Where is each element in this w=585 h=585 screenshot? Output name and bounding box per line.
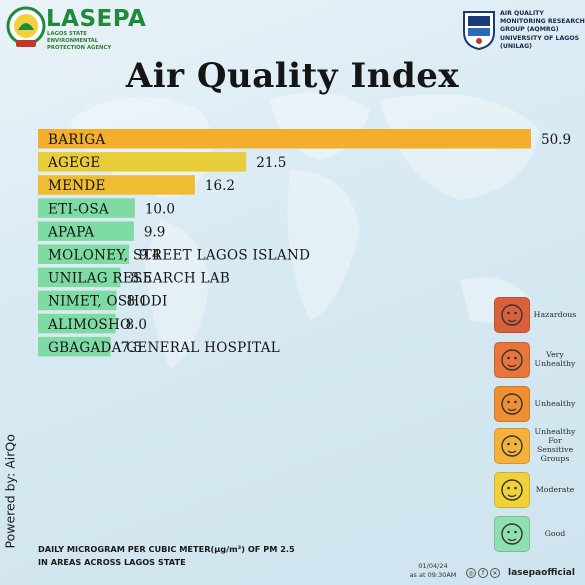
bar-category-label: GBAGADA GENERAL HOSPITAL — [48, 340, 280, 356]
bar — [38, 152, 247, 172]
legend-label: Very Unhealthy — [534, 350, 576, 368]
legend-item: Good — [494, 516, 584, 556]
partner-text: AIR QUALITY MONITORING RESEARCH GROUP (A… — [500, 10, 585, 50]
legend-label: Hazardous — [533, 309, 577, 319]
bar-category-label: MENDE — [48, 178, 106, 194]
bar-value-label: 8.0 — [125, 317, 146, 333]
bar-value-label: 9.9 — [144, 224, 165, 240]
face-moderate-icon — [494, 472, 530, 508]
bar-value-label: 16.2 — [205, 178, 235, 194]
legend-item: Unhealthy — [494, 386, 584, 426]
unilag-seal-logo — [463, 11, 495, 50]
bar — [38, 267, 121, 288]
bar-category-label: UNILAG RESEARCH LAB — [48, 271, 230, 287]
timestamp: 01/04/24 as at 09:30AM — [403, 562, 463, 580]
face-unhealthy-icon — [494, 386, 530, 422]
face-good-icon — [494, 516, 530, 552]
footnote-line-1: DAILY MICROGRAM PER CUBIC METER(μg/m³) O… — [38, 544, 295, 554]
legend-item: Hazardous — [494, 297, 584, 337]
bar-value-label: 10.0 — [145, 201, 175, 217]
bar-category-label: AGEGE — [47, 155, 101, 171]
lasepa-logo — [6, 6, 46, 47]
legend-label: Unhealthy — [534, 398, 576, 408]
bar-value-label: 8.1 — [126, 294, 147, 310]
org-subtitle: LAGOS STATE ENVIRONMENTAL PROTECTION AGE… — [47, 31, 112, 51]
x-icon: ✕ — [490, 568, 500, 578]
face-very-unhealthy-icon — [494, 342, 530, 378]
bar-category-label: ALIMOSHO — [47, 317, 131, 333]
bar-value-label: 50.9 — [541, 132, 571, 148]
bar — [38, 221, 134, 241]
legend-item: Unhealthy For Sensitive Groups — [494, 427, 584, 468]
chart-title: Air Quality Index — [125, 56, 460, 96]
bar-value-label: 9.4 — [139, 248, 160, 264]
bar-value-label: 7.5 — [121, 340, 142, 356]
bar-category-label: APAPA — [47, 224, 94, 240]
bar — [38, 175, 195, 195]
date-text: 01/04/24 — [418, 562, 448, 570]
legend-label: Good — [544, 528, 566, 538]
legend-label: Moderate — [535, 484, 575, 494]
org-name: LASEPA — [46, 6, 147, 32]
social-handle: lasepaofficial — [508, 568, 575, 578]
legend-item: Moderate — [494, 472, 584, 512]
face-sensitive-icon — [494, 428, 530, 464]
legend-label: Unhealthy For Sensitive Groups — [534, 427, 576, 463]
bar-value-label: 21.5 — [256, 155, 286, 171]
bar — [38, 129, 531, 149]
bar-category-label: BARIGA — [48, 132, 106, 148]
bar — [38, 198, 135, 218]
bar-category-label: MOLONEY, STREET LAGOS ISLAND — [48, 248, 310, 264]
footnote: DAILY MICROGRAM PER CUBIC METER(μg/m³) O… — [38, 543, 368, 569]
bar-category-label: NIMET, OSHODI — [48, 294, 168, 310]
bar-category-label: ETI-OSA — [48, 201, 109, 217]
social-icons: ◎ f ✕ — [466, 568, 500, 580]
instagram-icon: ◎ — [466, 568, 476, 578]
bar — [38, 290, 117, 311]
bar — [38, 336, 111, 357]
powered-by: Powered by: AirQo — [2, 434, 18, 549]
bar-value-label: 8.5 — [130, 271, 151, 287]
face-hazardous-icon — [494, 297, 530, 333]
bar — [38, 313, 116, 334]
bar — [38, 244, 130, 264]
facebook-icon: f — [478, 568, 488, 578]
footnote-line-2: IN AREAS ACROSS LAGOS STATE — [38, 557, 186, 567]
time-text: as at 09:30AM — [409, 571, 457, 579]
legend-item: Very Unhealthy — [494, 342, 584, 382]
